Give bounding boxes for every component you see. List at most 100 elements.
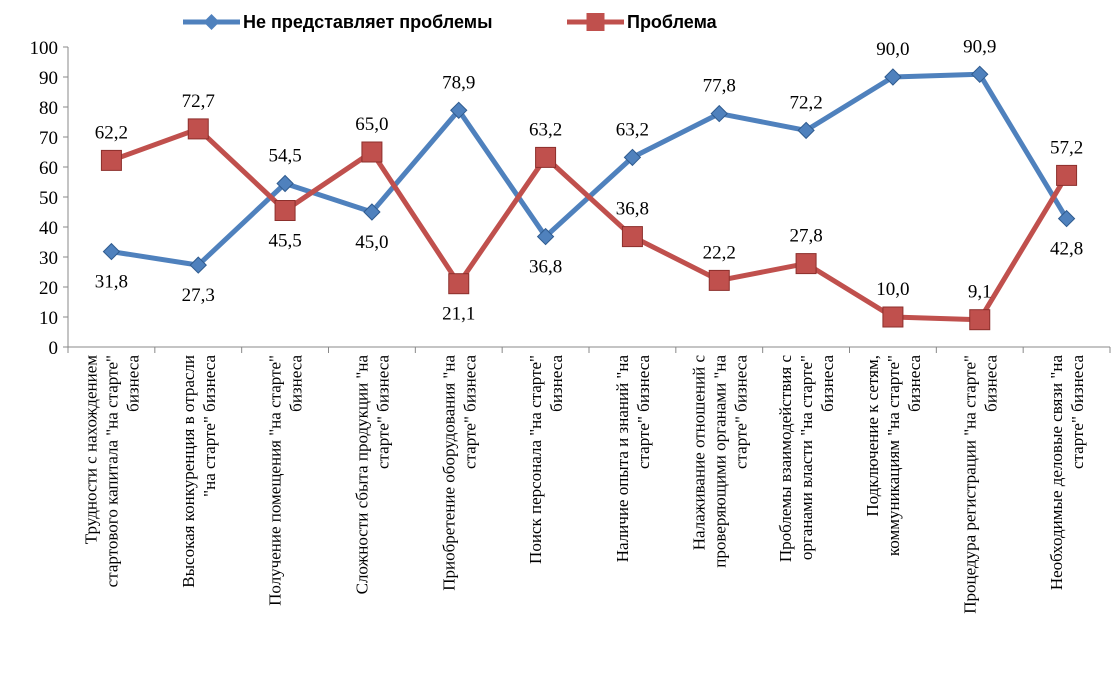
category-label-line: Необходимые деловые связи "на [1047,355,1066,591]
category-labels: Трудности с нахождением стартового капита… [81,355,1087,614]
category-label-line: Проблемы взаимодействия с [776,355,795,563]
data-point [276,174,294,193]
data-point [450,101,468,120]
data-point [969,309,991,331]
data-label: 90,0 [876,39,909,60]
series-layer [100,65,1078,331]
category-label-line: проверяющими органами "на [710,355,729,568]
data-point [623,148,642,167]
category-label: Необходимые деловые связи "на старте" биз… [1047,355,1087,591]
data-label: 10,0 [876,279,909,300]
x-axis [67,346,1111,353]
category-label: Проблемы взаимодействия с органами власти… [776,355,837,563]
data-point [708,269,730,291]
data-label: 9,1 [968,282,992,303]
data-point [363,203,381,221]
category-label-line: бизнеса [981,355,1000,412]
data-point [274,200,296,221]
data-label: 78,9 [442,72,475,93]
data-label: 22,2 [703,242,736,263]
data-label: 36,8 [616,199,649,220]
data-point [448,273,470,295]
category-label-line: Приобретение оборудования "на [439,355,458,591]
legend-label: Проблема [627,12,718,32]
y-axis: 0 10 20 30 40 50 60 70 80 90 100 [30,38,69,359]
y-tick-label: 50 [39,188,58,209]
category-label-line: старте" бизнеса [373,355,392,469]
y-tick-label: 30 [39,248,58,269]
category-label: Высокая конкуренция в отрасли "на старте"… [179,355,219,588]
category-label-line: бизнеса [547,355,566,412]
data-label: 72,7 [182,91,215,112]
data-label: 54,5 [268,146,301,167]
data-point [882,306,904,328]
data-label: 77,8 [703,76,736,97]
data-point [102,242,121,261]
data-labels: 31,8 27,3 54,5 45,0 78,9 36,8 63,2 77,8 72,2 90,0… [95,36,1083,324]
data-point [1057,209,1076,228]
data-label: 62,2 [95,122,128,143]
category-label: Получение помещения "на старте" бизнеса [266,355,306,606]
category-label-line: бизнеса [123,355,142,412]
y-tick-label: 90 [39,68,58,89]
data-point [795,253,817,275]
legend: Не представляет проблемы Проблема [183,12,718,32]
legend-marker [586,13,605,31]
category-label: Сложности сбыта продукции "на старте" биз… [352,355,392,595]
y-tick-label: 10 [39,308,58,329]
category-label-line: Получение помещения "на старте" [266,355,285,606]
data-point [710,104,728,123]
category-label-line: Трудности с нахождением [81,355,100,544]
series-line [110,126,1069,323]
category-label-line: коммуникациям "на старте" [884,355,903,556]
data-point [100,149,122,171]
data-point [884,68,902,86]
category-label-line: старте" бизнеса [1068,355,1087,469]
category-label: Наличие опыта и знаний "на старте" бизнес… [613,355,653,563]
data-label: 57,2 [1050,137,1083,158]
category-label-line: Налаживание отношений с [689,355,708,551]
category-label-line: бизнеса [905,355,924,412]
category-label-line: Наличие опыта и знаний "на [613,355,632,563]
category-label-line: бизнеса [818,355,837,412]
category-label-line: Процедура регистрации "на старте" [960,355,979,614]
data-label: 63,2 [529,119,562,140]
y-tick-label: 80 [39,98,58,119]
category-label: Процедура регистрации "на старте" бизнеса [960,355,1000,614]
data-point [187,118,209,140]
data-label: 45,0 [355,232,388,253]
data-point [1056,164,1078,186]
data-label: 63,2 [616,119,649,140]
category-label: Подключение к сетям, коммуникациям "на ст… [863,355,924,557]
data-point [971,65,989,84]
data-point [189,256,207,274]
data-label: 21,1 [442,304,475,325]
category-label-line: Сложности сбыта продукции "на [352,355,371,595]
category-label-line: Высокая конкуренция в отрасли [179,355,198,588]
category-label-line: старте" бизнеса [731,355,750,469]
category-label-line: Поиск персонала "на старте" [526,355,545,564]
data-point [361,141,383,163]
y-tick-label: 40 [39,218,58,239]
data-label: 42,8 [1050,239,1083,260]
data-point [535,146,557,168]
y-tick-label: 100 [30,38,59,59]
data-label: 27,3 [182,285,215,306]
category-label-line: бизнеса [287,355,306,412]
y-tick-label: 0 [49,338,59,359]
data-label: 65,0 [355,114,388,135]
category-label-line: Подключение к сетям, [863,355,882,517]
series-line [111,71,1069,268]
y-tick-label: 70 [39,128,58,149]
legend-marker [203,14,220,30]
data-point [536,227,555,246]
category-label-line: "на старте" бизнеса [200,355,219,497]
category-label-line: старте" бизнеса [460,355,479,469]
category-label: Приобретение оборудования "на старте" биз… [439,355,479,591]
data-point [621,226,643,248]
legend-label: Не представляет проблемы [243,12,492,32]
data-label: 27,8 [789,226,822,247]
y-tick-label: 60 [39,158,58,179]
category-label-line: старте" бизнеса [634,355,653,469]
